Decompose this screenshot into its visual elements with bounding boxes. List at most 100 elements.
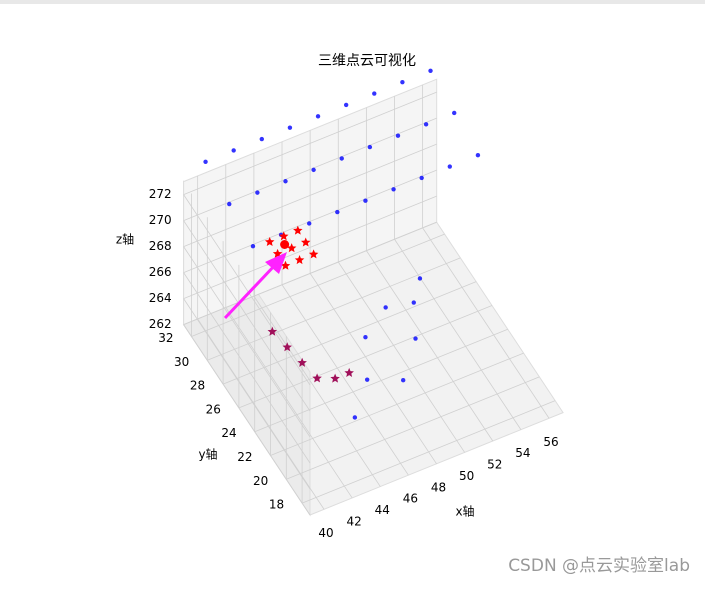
arrow-shaft — [223, 262, 278, 320]
point — [363, 334, 368, 340]
grid-line — [309, 273, 437, 465]
y-tick-label: 32 — [158, 331, 173, 345]
grid-line — [394, 239, 522, 430]
arrow — [223, 252, 287, 320]
point — [428, 68, 433, 73]
x-tick-label: 56 — [543, 435, 558, 449]
point — [315, 114, 321, 119]
point — [343, 102, 349, 108]
point — [280, 240, 290, 250]
grid-line — [281, 284, 409, 476]
grid-line — [183, 220, 311, 412]
point — [259, 136, 264, 142]
y-tick-label: 26 — [206, 402, 221, 416]
z-tick-label: 264 — [149, 291, 172, 305]
grid-line — [301, 400, 556, 504]
star-point — [297, 357, 307, 367]
x-axis-label: x轴 — [455, 504, 474, 519]
point — [419, 175, 424, 181]
grid-line — [183, 246, 311, 438]
arrow-head — [265, 252, 287, 274]
point — [203, 159, 208, 165]
x-tick-label: 46 — [403, 492, 418, 506]
grid-line — [183, 194, 311, 386]
grid-line — [183, 91, 437, 195]
star-point — [300, 237, 311, 247]
grid-line — [225, 307, 353, 499]
star-point — [264, 236, 275, 246]
chart-title: 三维点云可视化 — [318, 53, 416, 69]
star-point — [308, 249, 319, 259]
grid-line — [238, 305, 493, 409]
grid-line — [207, 257, 461, 361]
star-point — [267, 326, 278, 336]
star-point — [294, 255, 305, 265]
point — [255, 190, 260, 195]
point — [372, 91, 377, 96]
point — [411, 300, 416, 305]
point — [413, 336, 418, 341]
point — [335, 209, 340, 215]
z-tick-label: 268 — [149, 239, 172, 253]
y-tick-label: 22 — [237, 450, 252, 464]
point — [364, 377, 370, 382]
star-point — [330, 373, 340, 383]
point — [307, 221, 312, 226]
point — [227, 201, 232, 207]
grid-line — [222, 281, 477, 385]
point — [339, 156, 344, 161]
grid-line — [270, 352, 524, 456]
point — [391, 187, 396, 192]
x-tick-label: 50 — [459, 469, 474, 483]
point — [383, 305, 388, 310]
grid-line — [183, 221, 437, 325]
star-point — [280, 260, 291, 270]
grid-line — [366, 250, 494, 442]
point — [401, 378, 406, 383]
x-tick-label: 42 — [347, 514, 362, 528]
points — [203, 68, 481, 420]
x-tick-label: 44 — [375, 503, 390, 517]
grid-line — [183, 143, 437, 247]
star-point — [344, 367, 354, 377]
point — [395, 133, 401, 138]
grid-line — [337, 261, 465, 453]
y-tick-label: 30 — [174, 355, 189, 369]
point — [475, 152, 481, 158]
point — [423, 122, 429, 127]
y-tick-label: 20 — [253, 474, 268, 488]
point — [447, 164, 452, 169]
grid-line — [197, 318, 325, 510]
point — [452, 110, 457, 116]
grid-line — [254, 328, 508, 433]
grid-line — [183, 324, 311, 516]
grid-line — [183, 195, 437, 299]
grid-line — [183, 169, 437, 273]
z-axis-label: z轴 — [116, 232, 134, 247]
grid-line — [183, 272, 311, 464]
point — [311, 167, 316, 173]
y-tick-label: 28 — [190, 379, 205, 393]
point — [231, 148, 236, 153]
y-tick-label: 24 — [221, 426, 236, 440]
grid-line — [191, 233, 445, 337]
point — [352, 415, 358, 420]
grid-line — [183, 298, 311, 490]
star-point — [286, 243, 297, 253]
grid-line — [422, 227, 550, 419]
point — [287, 125, 293, 130]
x-tick-label: 40 — [318, 526, 333, 540]
star-point — [293, 225, 303, 235]
point — [363, 198, 368, 203]
watermark: CSDN @点云实验室lab — [508, 556, 690, 576]
x-tick-label: 52 — [487, 458, 502, 472]
point — [367, 144, 373, 150]
z-tick-label: 272 — [149, 187, 172, 201]
star-point — [282, 342, 292, 352]
z-tick-label: 270 — [149, 213, 172, 227]
x-tick-label: 48 — [431, 480, 446, 494]
grid-line — [253, 295, 381, 487]
y-tick-label: 18 — [269, 498, 284, 512]
grid — [183, 84, 556, 516]
z-tick-label: 262 — [149, 317, 172, 331]
